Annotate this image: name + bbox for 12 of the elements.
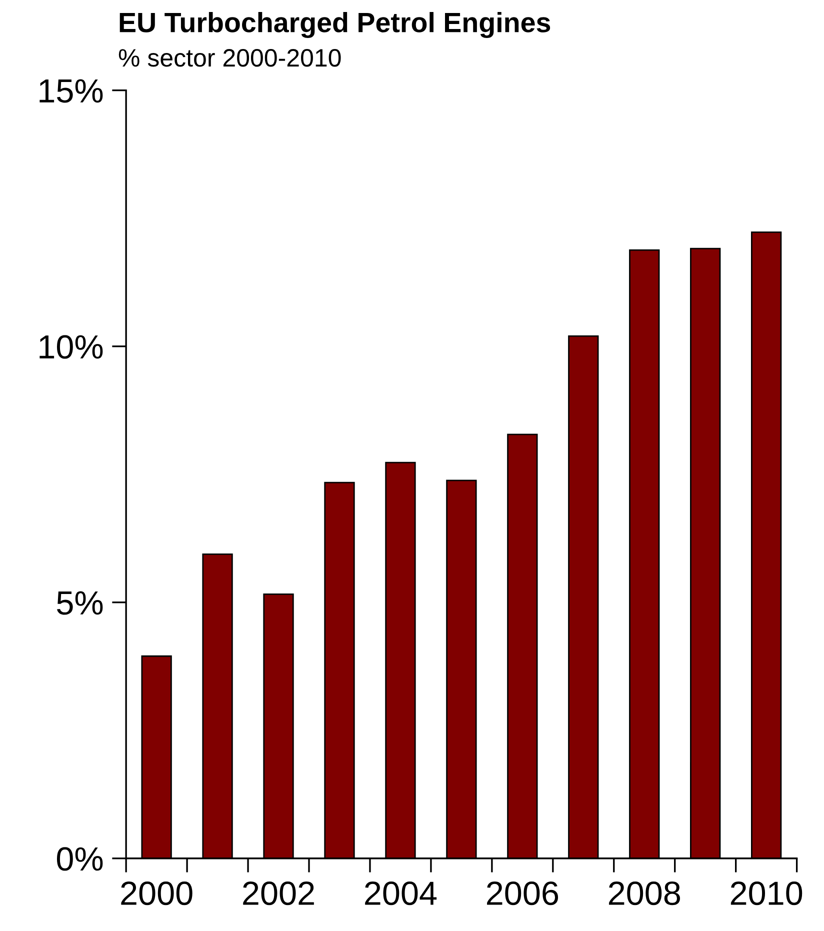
x-tick-label: 2010 <box>730 881 802 906</box>
y-tick-label: 0% <box>56 847 103 871</box>
y-tick-label: 10% <box>40 335 103 359</box>
y-tick-label: 5% <box>57 591 103 615</box>
chart-title: EU Turbocharged Petrol Engines <box>120 12 550 38</box>
y-tick-label: 15% <box>40 79 103 103</box>
x-tick-label: 2008 <box>608 881 680 906</box>
x-tick-label: 2004 <box>365 881 437 906</box>
x-tick-label: 2006 <box>487 881 558 906</box>
x-tick-label: 2000 <box>121 881 192 906</box>
x-tick-label: 2002 <box>243 881 314 906</box>
chart-subtitle: % sector 2000-2010 <box>118 49 341 67</box>
